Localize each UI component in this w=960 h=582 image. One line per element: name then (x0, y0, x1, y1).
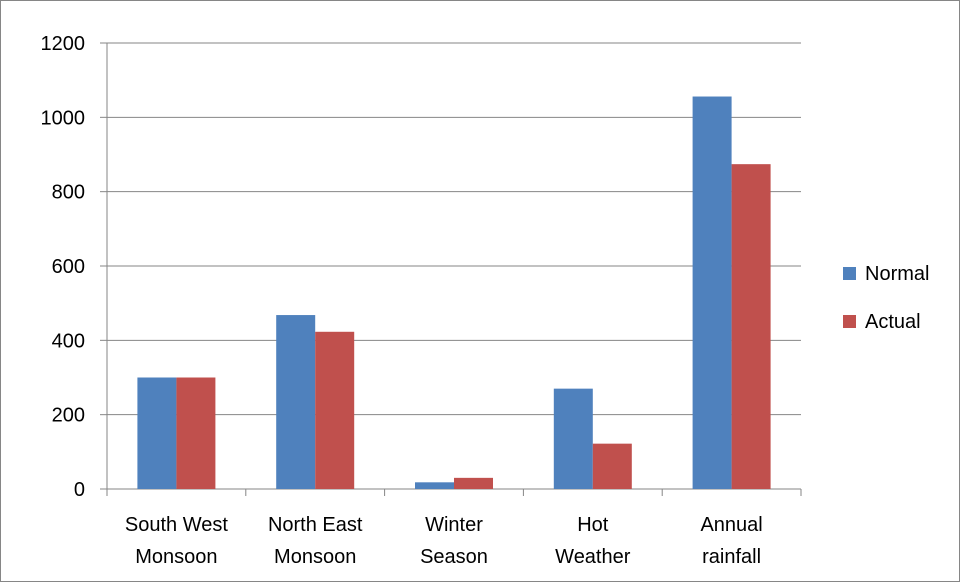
bar-actual-4 (731, 164, 771, 489)
bar-normal-2 (415, 482, 454, 489)
legend-swatch-actual (843, 315, 856, 328)
x-category-label-2: Winter Season (420, 514, 488, 568)
legend-label-normal: Normal (865, 263, 929, 285)
x-category-label-line: South West (125, 514, 228, 536)
x-category-label-line: Hot (577, 514, 609, 536)
y-tick-label-600: 600 (52, 256, 85, 278)
x-category-label-line: North East (268, 514, 363, 536)
bar-actual-2 (454, 477, 493, 489)
x-category-label-line: Season (420, 546, 488, 568)
legend-label-actual: Actual (865, 311, 921, 333)
y-tick-label-1000: 1000 (41, 107, 86, 129)
bar-actual-0 (176, 377, 216, 489)
y-tick-label-1200: 1200 (41, 33, 86, 55)
x-category-label-1: North East Monsoon (268, 514, 363, 568)
y-tick-label-400: 400 (52, 330, 85, 352)
x-category-label-3: Hot Weather (555, 514, 631, 568)
y-tick-label-800: 800 (52, 182, 85, 204)
bar-normal-1 (276, 315, 316, 489)
y-tick-label-200: 200 (52, 405, 85, 427)
x-category-label-line: Monsoon (274, 546, 356, 568)
bar-actual-1 (315, 331, 355, 489)
legend-swatch-normal (843, 267, 856, 280)
bar-normal-4 (692, 96, 732, 490)
bar-normal-0 (137, 377, 177, 489)
y-tick-label-0: 0 (74, 479, 85, 501)
bar-normal-3 (553, 388, 593, 489)
bar-actual-3 (592, 443, 632, 489)
x-category-label-line: Monsoon (135, 546, 217, 568)
x-category-label-line: Annual (700, 514, 762, 536)
x-category-label-4: Annual rainfall (700, 514, 762, 568)
x-category-label-line: Weather (555, 546, 631, 568)
x-category-label-line: rainfall (702, 546, 761, 568)
x-category-label-line: Winter (425, 514, 483, 536)
x-category-label-0: South West Monsoon (125, 514, 228, 568)
